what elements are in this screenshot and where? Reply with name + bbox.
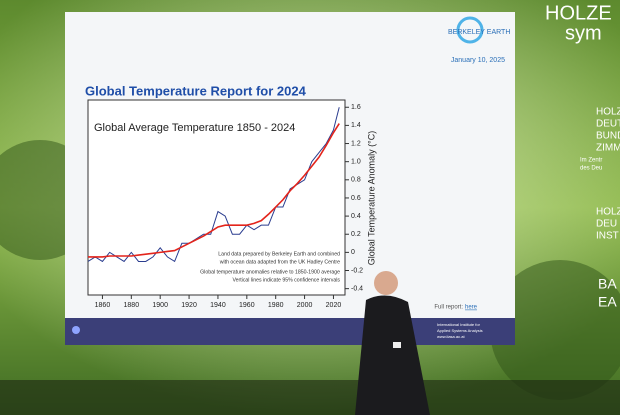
wall-text: BA bbox=[598, 276, 617, 292]
y-tick-label: -0.4 bbox=[351, 285, 363, 292]
wall-text: DEU bbox=[596, 219, 617, 230]
data-line bbox=[87, 107, 340, 263]
y-tick-label: 0.6 bbox=[351, 195, 361, 202]
footer-label: Full report: bbox=[434, 305, 463, 311]
logo-text: BERKELEY EARTH bbox=[448, 29, 510, 36]
sponsor-text: International Institute for bbox=[437, 322, 481, 327]
x-tick-label: 1960 bbox=[239, 302, 255, 309]
y-tick-label: 1.0 bbox=[351, 159, 361, 166]
footer-link: here bbox=[465, 305, 478, 311]
chart-title: Global Average Temperature 1850 - 2024 bbox=[94, 122, 295, 134]
wall-text: HOLZE bbox=[545, 2, 612, 24]
y-tick-label: 1.6 bbox=[351, 104, 361, 111]
wall-text: ZIMM bbox=[596, 143, 620, 154]
sponsor-text: www.iiasa.ac.at bbox=[437, 334, 465, 339]
y-tick-label: 0.4 bbox=[351, 213, 361, 220]
y-tick-label: 1.2 bbox=[351, 140, 361, 147]
x-tick-label: 1880 bbox=[124, 302, 140, 309]
y-tick-label: -0.2 bbox=[351, 267, 363, 274]
speaker-head bbox=[374, 271, 398, 295]
wall-text: Im Zentr bbox=[580, 158, 602, 164]
slide-footer bbox=[65, 318, 515, 345]
wall-text: sym bbox=[565, 22, 602, 44]
y-tick-label: 0 bbox=[351, 249, 355, 256]
speaker bbox=[355, 271, 430, 415]
wall-text: HOLZ bbox=[596, 107, 620, 118]
wall-text: DEUT bbox=[596, 119, 620, 130]
plot-area bbox=[87, 99, 346, 296]
data-line bbox=[88, 123, 340, 258]
leaves bbox=[490, 260, 620, 400]
x-tick-label: 2020 bbox=[326, 302, 342, 309]
slide-heading: Global Temperature Report for 2024 bbox=[85, 83, 307, 98]
wall-text: HOLZ bbox=[596, 207, 620, 218]
wall-text: des Deu bbox=[580, 166, 602, 172]
logo-ring bbox=[456, 16, 484, 44]
y-axis-label: Global Temperature Anomaly (°C) bbox=[366, 131, 376, 266]
x-tick-label: 1980 bbox=[268, 302, 284, 309]
annotation: Global temperature anomalies relative to… bbox=[200, 269, 340, 275]
x-tick-label: 1940 bbox=[210, 302, 226, 309]
y-tick-label: 1.4 bbox=[351, 122, 361, 129]
x-tick-label: 1860 bbox=[95, 302, 111, 309]
footer-dot bbox=[72, 326, 80, 334]
stage bbox=[0, 380, 620, 415]
sponsor-text: Applied Systems Analysis bbox=[437, 328, 483, 333]
annotation: with ocean data adapted from the UK Hadl… bbox=[220, 259, 340, 265]
annotation: Land data prepared by Berkeley Earth and… bbox=[218, 251, 340, 257]
y-tick-label: 0.8 bbox=[351, 177, 361, 184]
x-tick-label: 1900 bbox=[152, 302, 168, 309]
wall-text: INST bbox=[596, 231, 619, 242]
slide-date: January 10, 2025 bbox=[451, 57, 505, 64]
x-tick-label: 1920 bbox=[181, 302, 197, 309]
x-tick-label: 2000 bbox=[297, 302, 313, 309]
annotation: Vertical lines indicate 95% confidence i… bbox=[232, 277, 340, 283]
y-tick-label: 0.2 bbox=[351, 231, 361, 238]
speaker-body bbox=[355, 295, 430, 415]
badge bbox=[393, 342, 401, 348]
wall-text: EA bbox=[598, 294, 617, 310]
wall-text: BUND bbox=[596, 131, 620, 142]
